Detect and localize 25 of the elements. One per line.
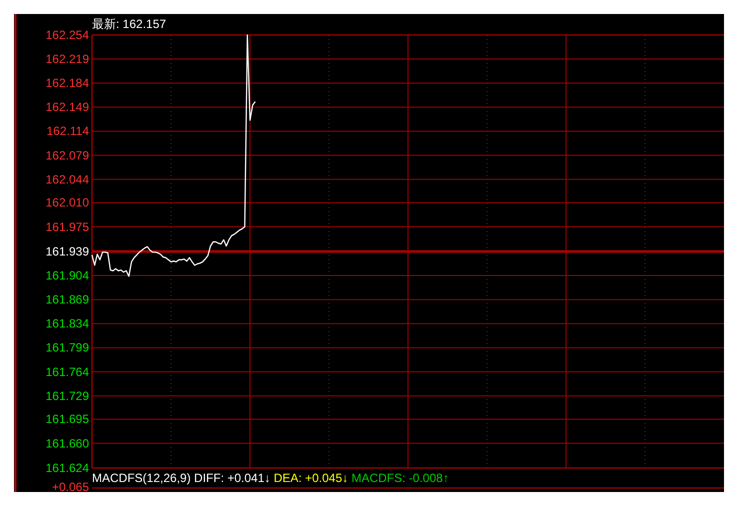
chart-title: 最新: 162.157 [92,17,166,31]
y-tick-label: 161.834 [46,316,90,331]
y-tick-label: 162.149 [46,100,90,114]
y-tick-label: 161.799 [46,340,90,355]
y-tick-label: 162.044 [46,172,90,186]
text: MACDFS(12,26,9) DIFF: +0.041↓ [92,471,270,485]
y-tick-label: 162.114 [46,124,90,138]
y-tick-label: 161.939 [46,244,90,258]
y-tick-label: 161.695 [46,412,90,426]
y-tick-label: 161.764 [46,364,90,379]
y-tick-label: 161.660 [46,436,90,450]
y-tick-label: 162.219 [46,52,90,66]
y-tick-label: 162.184 [46,76,90,90]
y-tick-label: 161.624 [46,461,90,475]
text: +0.065 [52,480,90,494]
y-tick-label: 161.729 [46,388,90,403]
y-tick-label: 162.010 [46,196,90,210]
text: DEA: +0.045↓ [270,471,348,485]
y-tick-label: 161.975 [46,220,90,234]
y-tick-label: 161.869 [46,292,90,307]
y-tick-label: 162.254 [46,28,90,42]
line-series [91,34,256,277]
y-tick-label: 161.904 [46,268,90,283]
y-tick-label: 162.079 [46,148,90,162]
text: MACDFS: -0.008↑ [348,471,449,485]
